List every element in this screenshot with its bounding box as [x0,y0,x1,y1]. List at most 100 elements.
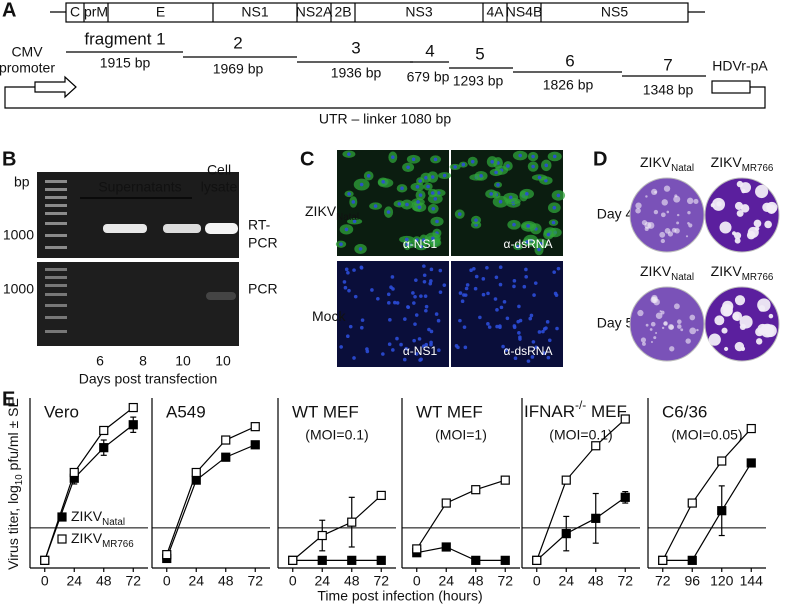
stain-label: α-dsRNA [504,344,553,358]
data-point [717,456,727,466]
nucleus [436,191,441,195]
nucleus [504,348,509,352]
series-line [166,444,256,559]
nucleus [472,266,476,271]
nucleus [533,281,538,285]
chart-subtitle: (MOI=0.1) [549,427,612,443]
plaque [677,319,682,324]
chart-title: WT MEF [416,402,483,421]
data-point [376,490,386,501]
nucleus [517,331,521,335]
plaque [696,328,699,332]
nucleus [506,164,510,168]
ladder-band [45,330,67,333]
nucleus [547,338,552,343]
nucleus [513,356,518,361]
chart-title: Vero [44,402,79,421]
x-tick-label: 72 [247,573,263,589]
text-part: ZIKV [305,203,337,219]
plaque [673,195,681,203]
nucleus [429,342,433,347]
promoter-label: CMV [11,44,43,60]
data-point [69,467,79,478]
nucleus [499,305,504,310]
linker-loop [4,86,766,109]
nucleus [556,266,561,271]
data-point [191,467,201,478]
virus-label: ZIKVMR766 [711,263,774,283]
ladder-band [45,222,67,225]
plaque [685,235,689,238]
data-point [591,513,601,523]
text-part: pfu/ml ± SE [5,398,21,474]
plaque [688,223,693,228]
plaque [755,338,763,345]
nucleus [545,320,550,324]
nucleus [529,313,534,318]
nucleus [518,318,523,323]
fragment-size: 1915 bp [100,55,151,71]
nucleus [516,244,520,249]
nucleus [365,349,370,354]
nucleus [433,157,438,162]
nucleus [495,308,499,312]
plaque [669,346,675,352]
plaque [671,227,677,233]
plaque [734,295,746,306]
plaque [693,198,699,204]
nucleus [424,175,428,180]
nucleus [405,242,410,247]
data-point [221,435,231,445]
ladder-label: 1000 [3,281,34,297]
series-line [416,546,506,561]
gene-label: 4A [486,4,504,20]
nucleus [429,279,433,283]
data-point [500,475,510,485]
gel-band [206,292,236,300]
fragment-size: 1969 bp [213,61,264,77]
text-part: Virus titer, log [5,485,21,570]
nucleus [454,344,459,348]
data-point [250,422,260,432]
day-label: Day 4 [597,206,634,222]
plaque [635,207,641,214]
nucleus [411,291,415,295]
data-point [288,555,298,565]
nucleus [531,164,535,169]
terminator-label: HDVr-pA [712,58,768,74]
plaque [650,321,656,327]
nucleus [414,352,419,356]
x-tick-label: 0 [533,573,541,589]
nucleus [453,165,457,169]
ladder-band [45,316,67,319]
text-part: MEF [586,402,627,421]
x-tick-label: 24 [188,573,204,589]
plaque [687,221,690,225]
x-tick-label: 24 [66,573,82,589]
chart-subtitle: (MOI=0.05) [671,427,742,443]
nucleus [522,284,527,289]
method-label: RT- [248,217,271,233]
plaque [644,226,649,231]
nucleus [376,296,380,301]
panel-label: B [2,148,16,170]
nucleus [348,324,353,329]
nucleus [422,273,427,278]
data-point [471,555,481,565]
nucleus [419,294,423,298]
promoter-arrow [34,75,77,99]
data-point [561,475,571,485]
plaque [719,221,732,234]
nucleus [436,318,441,323]
nucleus [346,334,350,339]
gene-label: NS5 [601,4,628,20]
stain-label: α-NS1 [403,237,438,251]
x-tick-label: 48 [468,573,484,589]
nucleus [508,195,513,200]
nucleus [423,294,428,298]
group-label: Supernatants [98,179,181,195]
plaque [659,231,666,238]
ladder-band [45,180,67,183]
x-tick-label: 96 [684,573,700,589]
panel-label: A [2,0,16,21]
